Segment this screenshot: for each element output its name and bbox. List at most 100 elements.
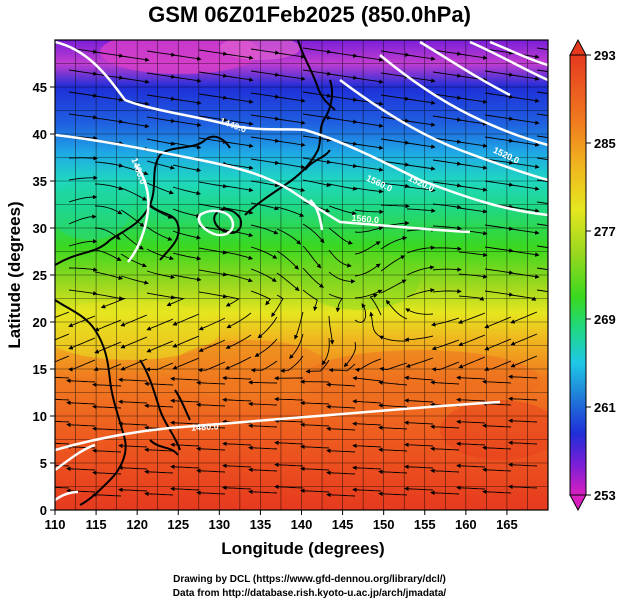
streamline <box>68 175 98 181</box>
streamline <box>510 162 540 169</box>
streamline <box>380 72 410 79</box>
streamline <box>328 249 352 268</box>
streamline <box>118 465 148 471</box>
streamline <box>380 255 406 272</box>
streamline <box>172 274 202 282</box>
streamline <box>276 250 299 270</box>
streamline <box>354 289 383 299</box>
streamline <box>257 316 278 339</box>
streamline <box>146 116 176 124</box>
contour-label: 1560.0 <box>351 213 379 225</box>
streamline <box>406 120 436 127</box>
streamline <box>66 400 96 406</box>
streamline <box>120 121 150 129</box>
streamline <box>94 293 124 301</box>
streamline <box>432 137 462 144</box>
streamline <box>354 241 381 255</box>
streamline <box>406 288 435 298</box>
streamline <box>380 116 410 123</box>
streamline <box>170 442 200 448</box>
streamline <box>66 466 96 472</box>
streamline <box>276 52 306 59</box>
streamline <box>378 335 408 342</box>
streamline <box>378 403 408 408</box>
streamline <box>406 245 436 254</box>
streamline <box>222 375 252 381</box>
streamline <box>484 114 514 121</box>
map-title: GSM 06Z01Feb2025 (850.0hPa) <box>148 2 471 27</box>
streamline <box>172 357 200 370</box>
x-tick-label: 120 <box>126 517 148 532</box>
streamline <box>300 400 330 406</box>
streamline <box>250 202 280 211</box>
streamline <box>302 135 332 142</box>
streamline <box>66 378 96 384</box>
streamline <box>271 294 284 318</box>
streamline <box>354 165 384 172</box>
streamline <box>510 333 538 346</box>
streamline <box>120 77 150 84</box>
streamline <box>456 441 486 447</box>
streamline <box>430 468 460 474</box>
streamline <box>430 490 460 496</box>
streamline <box>300 422 330 428</box>
streamline <box>510 184 540 191</box>
streamline <box>354 303 367 323</box>
streamline <box>404 420 434 425</box>
streamline <box>380 236 408 250</box>
streamline <box>94 205 123 215</box>
streamline <box>508 374 538 380</box>
streamline <box>484 92 514 99</box>
streamline <box>55 311 70 318</box>
streamline <box>378 491 408 497</box>
streamline <box>432 289 462 294</box>
streamline <box>536 91 548 95</box>
streamline <box>432 246 462 251</box>
streamline <box>458 295 485 301</box>
streamline <box>510 272 540 279</box>
streamline <box>222 397 252 403</box>
streamline <box>120 165 149 176</box>
streamline <box>224 97 254 104</box>
streamline <box>328 293 343 313</box>
streamline <box>378 380 408 386</box>
streamline <box>430 380 460 385</box>
credit-drawing: Drawing by DCL (https://www.gfd-dennou.o… <box>173 574 446 585</box>
streamline <box>197 361 226 373</box>
streamline <box>510 96 540 103</box>
y-tick-label: 25 <box>33 268 47 283</box>
y-axis-label: Latitude (degrees) <box>5 201 24 348</box>
streamline <box>352 375 382 382</box>
streamline <box>166 296 186 307</box>
streamline <box>224 356 252 370</box>
streamline <box>430 424 460 430</box>
streamline <box>404 375 434 381</box>
streamline <box>120 336 148 349</box>
streamline <box>68 155 98 161</box>
streamline <box>94 183 124 191</box>
streamline <box>326 382 356 387</box>
streamline <box>305 359 330 374</box>
geopotential-contours <box>55 40 548 502</box>
colorbar-tick-label: 277 <box>594 224 616 239</box>
streamline <box>146 226 173 241</box>
streamline <box>120 55 150 62</box>
streamline <box>92 426 122 432</box>
colorbar-tick-label: 293 <box>594 48 616 63</box>
streamline <box>484 268 514 275</box>
streamline <box>343 341 357 368</box>
streamline <box>484 338 512 351</box>
streamline <box>404 442 434 448</box>
streamline <box>536 223 548 227</box>
streamline <box>92 382 122 388</box>
streamline <box>118 377 148 383</box>
streamline <box>120 187 147 201</box>
coastline <box>55 40 336 506</box>
streamline <box>510 311 538 324</box>
streamline <box>378 469 408 475</box>
streamline <box>536 135 548 139</box>
streamline <box>302 47 332 54</box>
streamline <box>68 267 98 272</box>
streamline <box>328 73 358 80</box>
streamline <box>432 49 462 56</box>
